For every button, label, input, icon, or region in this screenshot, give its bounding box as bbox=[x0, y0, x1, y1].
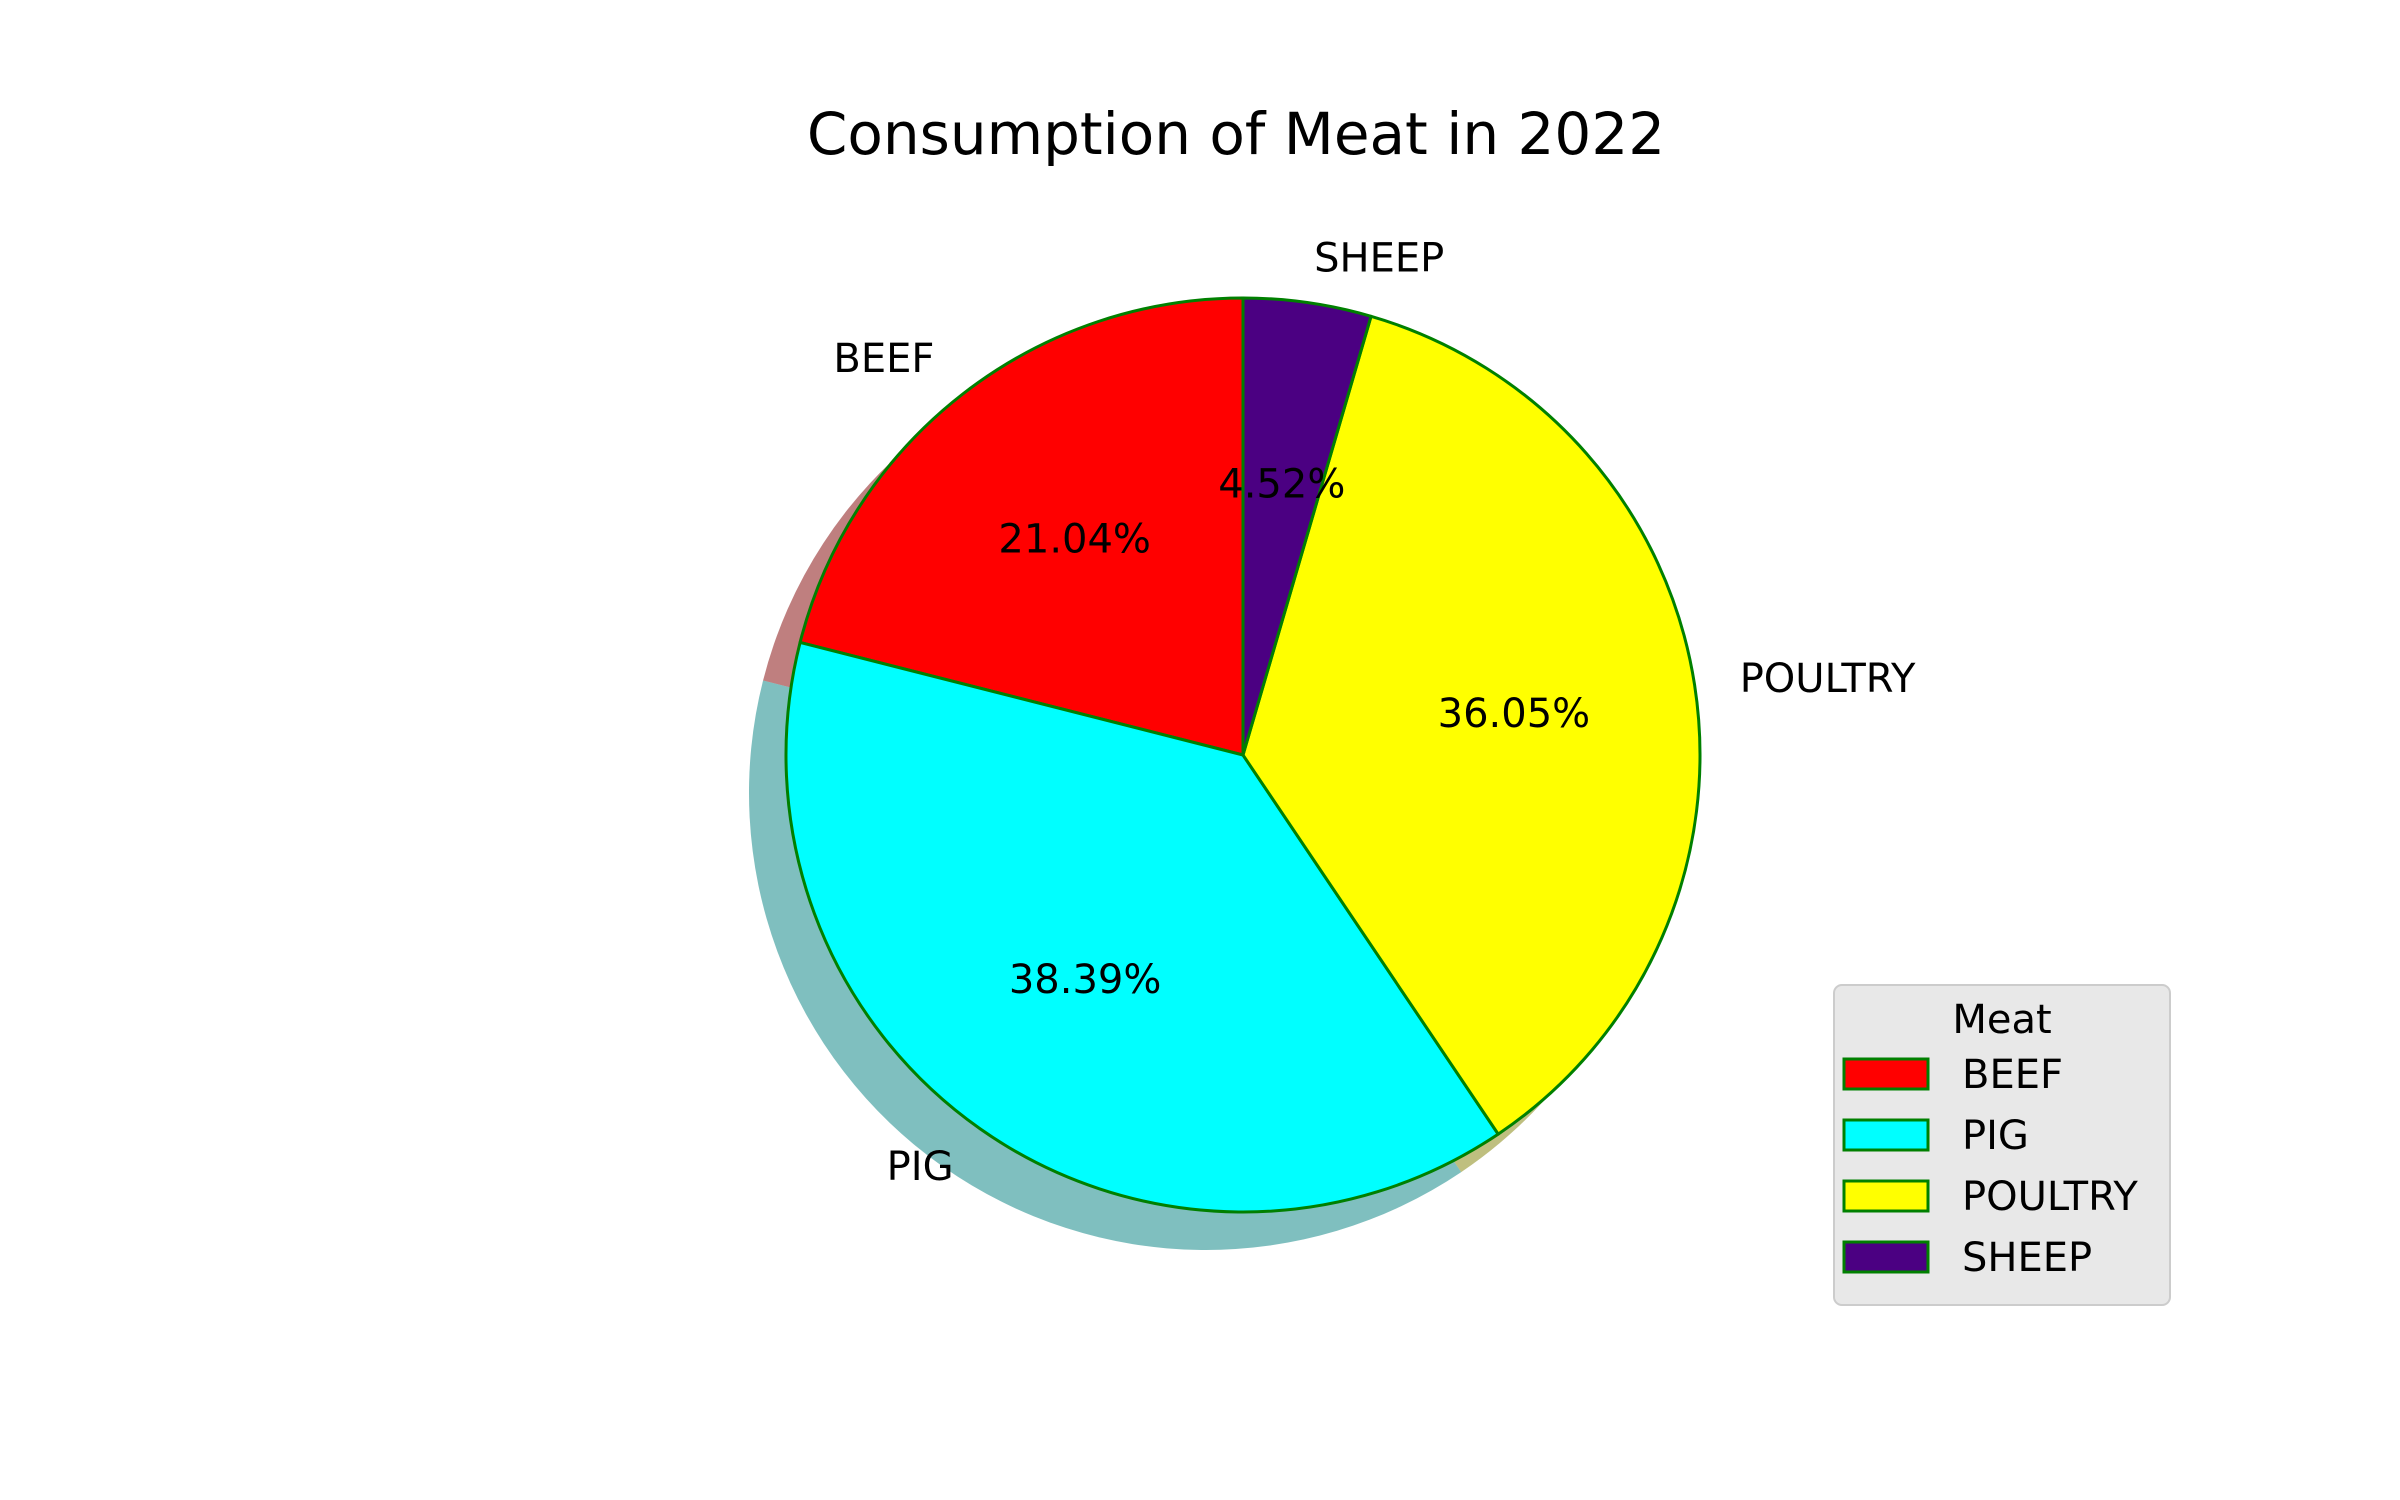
percent-label-poultry: 36.05% bbox=[1438, 691, 1591, 737]
percent-label-sheep: 4.52% bbox=[1218, 462, 1345, 508]
legend-label-beef: BEEF bbox=[1962, 1052, 2063, 1098]
legend-swatch-poultry bbox=[1842, 1179, 1930, 1213]
legend-items: BEEF PIG POULTRY SHEEP bbox=[1842, 1052, 2138, 1281]
slice-label-beef: BEEF bbox=[833, 336, 934, 382]
chart-title: Consumption of Meat in 2022 bbox=[807, 100, 1665, 168]
pie-slices bbox=[784, 296, 1702, 1214]
slice-beef bbox=[798, 296, 1245, 757]
legend-label-sheep: SHEEP bbox=[1962, 1235, 2092, 1281]
percent-label-pig: 38.39% bbox=[1009, 957, 1162, 1003]
percent-label-beef: 21.04% bbox=[998, 517, 1151, 563]
slice-label-pig: PIG bbox=[887, 1144, 954, 1190]
slice-pig bbox=[784, 640, 1500, 1214]
slice-label-sheep: SHEEP bbox=[1314, 235, 1444, 281]
legend-label-poultry: POULTRY bbox=[1962, 1174, 2138, 1220]
slice-label-poultry: POULTRY bbox=[1740, 656, 1916, 702]
legend-swatch-sheep bbox=[1842, 1240, 1930, 1274]
pie-labels: BEEF 21.04% PIG 38.39% POULTRY 36.05% SHEEP 4.5… bbox=[833, 235, 1916, 1190]
legend-swatch-beef bbox=[1842, 1057, 1930, 1091]
legend-swatch-pig bbox=[1842, 1118, 1930, 1152]
legend: Meat BEEF PIG POULTRY SHEEP bbox=[1833, 984, 2171, 1306]
legend-label-pig: PIG bbox=[1962, 1113, 2029, 1159]
legend-title: Meat bbox=[1952, 997, 2051, 1043]
slice-sheep bbox=[1241, 296, 1373, 757]
slice-poultry bbox=[1241, 314, 1702, 1136]
